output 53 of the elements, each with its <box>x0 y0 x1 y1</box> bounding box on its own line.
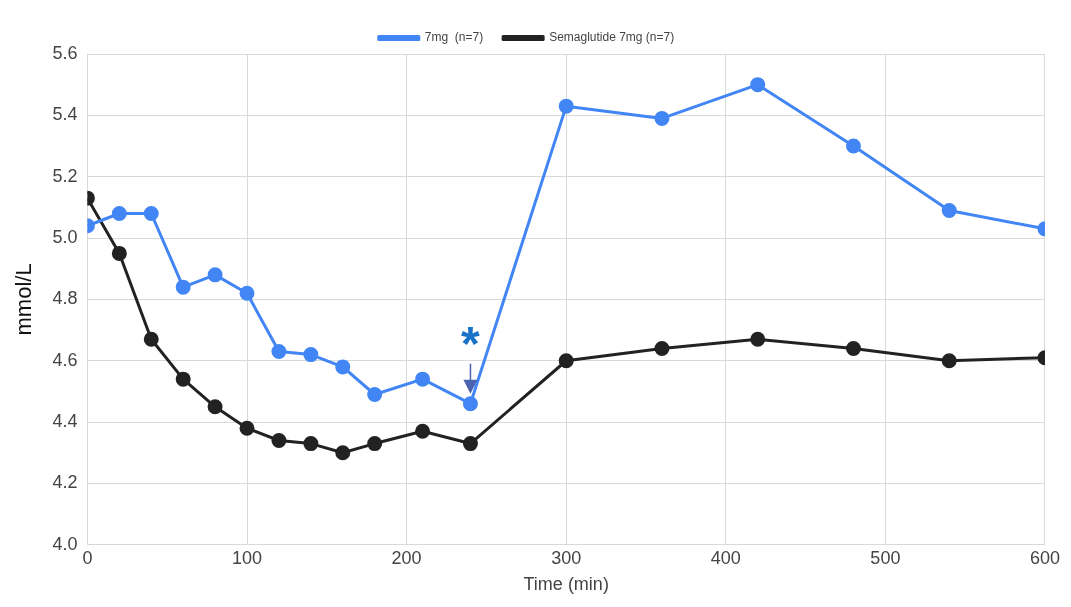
y-tick-label: 4.6 <box>52 349 78 370</box>
point <box>239 285 255 301</box>
point <box>941 202 957 218</box>
point <box>239 420 255 436</box>
point <box>271 433 287 449</box>
x-tick-label: 600 <box>1029 547 1061 568</box>
point <box>175 279 191 295</box>
point <box>415 423 431 439</box>
point <box>654 340 670 356</box>
legend-label: 7mg (n=7) <box>424 30 484 45</box>
point <box>303 436 319 452</box>
point <box>415 371 431 387</box>
y-tick-label: 4.0 <box>52 533 78 554</box>
x-tick-label: 500 <box>870 547 901 568</box>
point <box>335 359 351 375</box>
y-tick-label: 4.8 <box>52 288 78 309</box>
y-tick-label: 4.2 <box>52 472 78 493</box>
x-tick-label: 0 <box>82 547 93 568</box>
point <box>845 340 861 356</box>
point <box>207 267 223 283</box>
x-tick-label: 300 <box>551 547 582 568</box>
point <box>750 77 766 93</box>
y-axis-title: mmol/L <box>11 263 37 336</box>
legend-label: Semaglutide 7mg (n=7) <box>549 30 675 45</box>
y-tick-label: 5.6 <box>52 42 78 63</box>
point <box>558 98 574 114</box>
point <box>271 344 287 360</box>
point <box>143 206 159 222</box>
point <box>845 138 861 154</box>
y-tick-label: 4.4 <box>52 411 78 432</box>
point <box>111 206 127 222</box>
x-tick-label: 400 <box>710 547 741 568</box>
point <box>207 399 223 415</box>
y-tick-label: 5.4 <box>52 104 78 125</box>
point <box>462 396 478 412</box>
x-tick-label: 100 <box>231 547 263 568</box>
x-axis-title: Time (min) <box>523 574 609 595</box>
point <box>654 110 670 126</box>
x-tick-label: 200 <box>391 547 422 568</box>
point <box>111 245 127 261</box>
y-tick-label: 5.2 <box>52 165 78 186</box>
y-tick-label: 5.0 <box>52 227 78 248</box>
point <box>462 436 478 452</box>
point <box>367 436 383 452</box>
point <box>335 445 351 461</box>
point <box>175 371 191 387</box>
point <box>367 386 383 402</box>
point <box>750 331 766 347</box>
annotation: * <box>461 316 481 370</box>
point <box>941 353 957 369</box>
point <box>558 353 574 369</box>
point <box>143 331 159 347</box>
point <box>303 347 319 363</box>
